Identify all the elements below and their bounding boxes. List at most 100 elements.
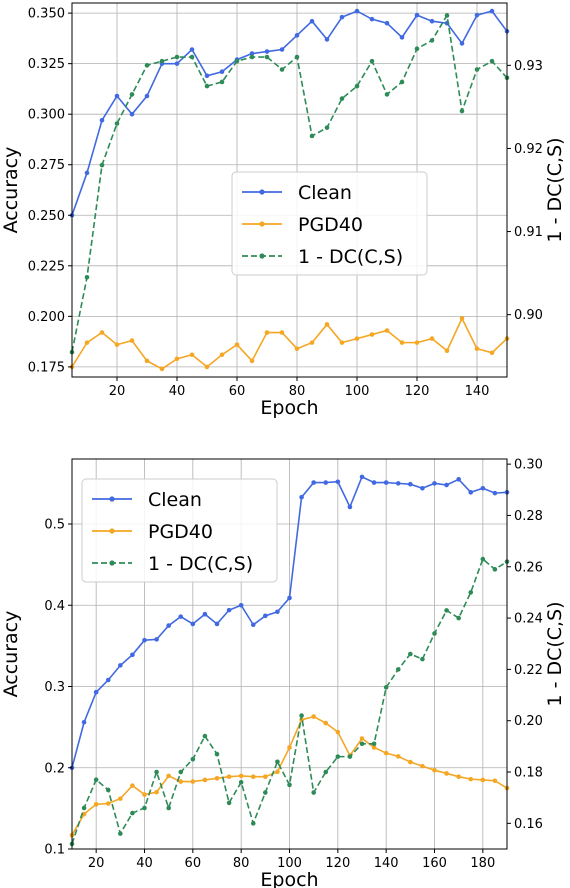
x-tick-label: 80 <box>233 856 250 871</box>
y-tick-label: 0.1 <box>44 843 65 858</box>
data-point-dc <box>384 92 390 97</box>
data-point-dc <box>371 741 377 747</box>
data-point-clean <box>323 480 329 485</box>
data-point-clean <box>142 637 147 643</box>
y-tick-label: 0.250 <box>28 209 65 224</box>
x-tick-label: 100 <box>277 856 302 871</box>
data-point-clean <box>263 613 268 619</box>
data-point-clean <box>264 49 270 54</box>
data-point-clean <box>414 12 420 18</box>
data-point-clean <box>93 689 99 695</box>
data-point-clean <box>118 663 123 668</box>
data-point-clean <box>335 479 341 485</box>
y-tick-label: 0.325 <box>28 57 65 72</box>
data-point-clean <box>309 18 315 24</box>
series-line-pgd <box>71 316 508 370</box>
data-point-dc <box>395 667 401 672</box>
data-point-dc <box>214 751 220 757</box>
data-point-clean <box>114 93 120 99</box>
data-point-clean <box>190 621 196 627</box>
legend-label: PGD40 <box>148 521 213 543</box>
x-tick-label: 20 <box>109 384 126 399</box>
legend-marker-pgd <box>109 528 115 534</box>
data-point-pgd <box>456 774 461 779</box>
data-point-dc <box>234 58 240 64</box>
data-point-dc <box>118 831 123 836</box>
data-point-pgd <box>309 340 315 345</box>
legend-label: Clean <box>148 489 202 511</box>
data-point-pgd <box>432 767 437 773</box>
data-point-dc <box>399 79 405 85</box>
data-point-pgd <box>399 340 405 345</box>
data-point-clean <box>294 33 300 38</box>
data-point-pgd <box>178 779 184 784</box>
data-point-dc <box>84 274 90 280</box>
data-point-clean <box>99 117 105 123</box>
data-point-pgd <box>335 729 341 735</box>
data-point-dc <box>420 656 425 662</box>
legend-label: PGD40 <box>298 214 363 236</box>
x-tick-label: 180 <box>470 856 495 871</box>
data-point-dc <box>279 67 285 72</box>
data-point-pgd <box>468 776 474 782</box>
y-right-tick-label: 0.92 <box>514 142 543 157</box>
data-point-pgd <box>202 777 208 783</box>
legend-box <box>231 171 428 276</box>
data-point-pgd <box>279 330 285 335</box>
data-point-clean <box>395 481 401 486</box>
data-point-dc <box>238 779 244 785</box>
data-point-clean <box>456 477 461 482</box>
legend: Clean PGD40 1 - DC(C,S) <box>231 171 428 276</box>
data-point-clean <box>130 652 135 658</box>
data-point-clean <box>408 481 413 487</box>
data-point-pgd <box>234 342 240 347</box>
legend-label: 1 - DC(C,S) <box>298 246 403 268</box>
y-axis-title: Accuracy <box>0 147 22 234</box>
data-point-dc <box>129 92 135 97</box>
data-point-clean <box>384 20 390 26</box>
data-point-pgd <box>142 792 147 797</box>
data-point-pgd <box>129 338 135 343</box>
data-point-dc <box>299 713 304 718</box>
data-point-dc <box>347 754 353 759</box>
data-point-dc <box>144 63 150 68</box>
data-point-pgd <box>204 364 210 370</box>
series-clean <box>69 8 510 218</box>
data-point-dc <box>249 54 255 60</box>
data-point-clean <box>468 490 474 495</box>
data-point-pgd <box>190 779 196 784</box>
y-right-tick-label: 0.22 <box>514 663 543 678</box>
data-point-dc <box>354 83 360 89</box>
data-point-pgd <box>444 771 449 776</box>
data-point-pgd <box>118 796 123 801</box>
data-point-clean <box>174 61 180 66</box>
data-point-dc <box>130 810 135 816</box>
x-tick-label: 60 <box>229 384 246 399</box>
data-point-clean <box>369 16 375 22</box>
data-point-dc <box>323 769 329 775</box>
data-point-clean <box>492 490 498 496</box>
series-dc <box>69 556 510 847</box>
data-point-pgd <box>414 340 420 345</box>
data-point-dc <box>294 54 300 60</box>
data-point-dc <box>432 631 437 636</box>
data-point-dc <box>178 769 184 775</box>
legend-label: 1 - DC(C,S) <box>148 553 253 575</box>
y-tick-label: 0.300 <box>28 108 65 123</box>
data-point-pgd <box>323 720 329 726</box>
data-point-pgd <box>474 346 480 351</box>
data-point-clean <box>432 481 437 486</box>
x-tick-label: 140 <box>374 856 399 871</box>
data-point-dc <box>468 590 474 595</box>
data-point-clean <box>166 623 171 628</box>
legend-marker-dc <box>109 560 115 566</box>
y-tick-label: 0.350 <box>28 7 65 22</box>
data-point-clean <box>250 622 256 628</box>
data-point-pgd <box>480 777 486 783</box>
data-point-clean <box>489 8 495 14</box>
y-right-tick-label: 0.93 <box>514 59 543 74</box>
data-point-pgd <box>444 348 450 354</box>
data-point-clean <box>324 37 330 42</box>
data-point-clean <box>204 73 210 79</box>
